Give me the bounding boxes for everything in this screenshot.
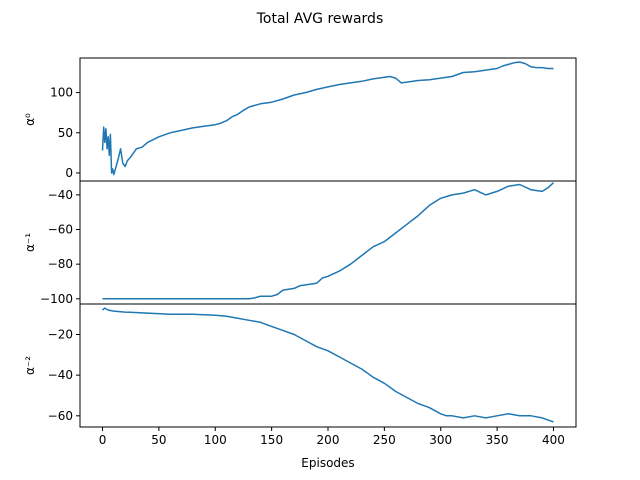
x-tick-label: 200 xyxy=(317,433,340,447)
y-tick-label: −60 xyxy=(48,409,73,423)
x-axis: 0 50 100 150 200 250 300 350 400 xyxy=(99,427,565,447)
series-line xyxy=(101,61,554,176)
x-tick-label: 250 xyxy=(373,433,396,447)
x-tick-label: 300 xyxy=(429,433,452,447)
y-axis-label: α⁻¹ xyxy=(23,233,37,252)
x-tick-label: 400 xyxy=(542,433,565,447)
y-tick-label: 0 xyxy=(65,166,73,180)
y-tick-label: −60 xyxy=(48,223,73,237)
x-tick-label: 350 xyxy=(486,433,509,447)
subplot-frame xyxy=(79,57,577,182)
x-tick-label: 150 xyxy=(260,433,283,447)
x-tick-label: 100 xyxy=(204,433,227,447)
subplot-alpha-minus-2: −20 −40 −60 α⁻² xyxy=(23,303,577,428)
subplot-frame xyxy=(79,180,577,305)
chart-title: Total AVG rewards xyxy=(256,11,384,27)
y-axis-label: α⁻² xyxy=(23,356,37,375)
y-tick-label: 50 xyxy=(58,126,73,140)
y-tick-label: −80 xyxy=(48,257,73,271)
x-axis-label: Episodes xyxy=(301,456,354,470)
x-tick-label: 50 xyxy=(151,433,166,447)
y-tick-label: −40 xyxy=(48,368,73,382)
series-line xyxy=(102,182,555,300)
y-tick-label: −20 xyxy=(48,327,73,341)
subplot-alpha-0: 0 50 100 α⁰ xyxy=(23,57,577,182)
series-line xyxy=(102,307,554,423)
y-tick-label: −100 xyxy=(40,292,73,306)
subplot-alpha-minus-1: −100 −80 −60 −40 α⁻¹ xyxy=(23,180,577,306)
y-tick-label: 100 xyxy=(50,86,73,100)
y-tick-label: −40 xyxy=(48,188,73,202)
subplot-frame xyxy=(79,303,577,428)
y-axis-label: α⁰ xyxy=(23,113,37,126)
x-tick-label: 0 xyxy=(99,433,107,447)
